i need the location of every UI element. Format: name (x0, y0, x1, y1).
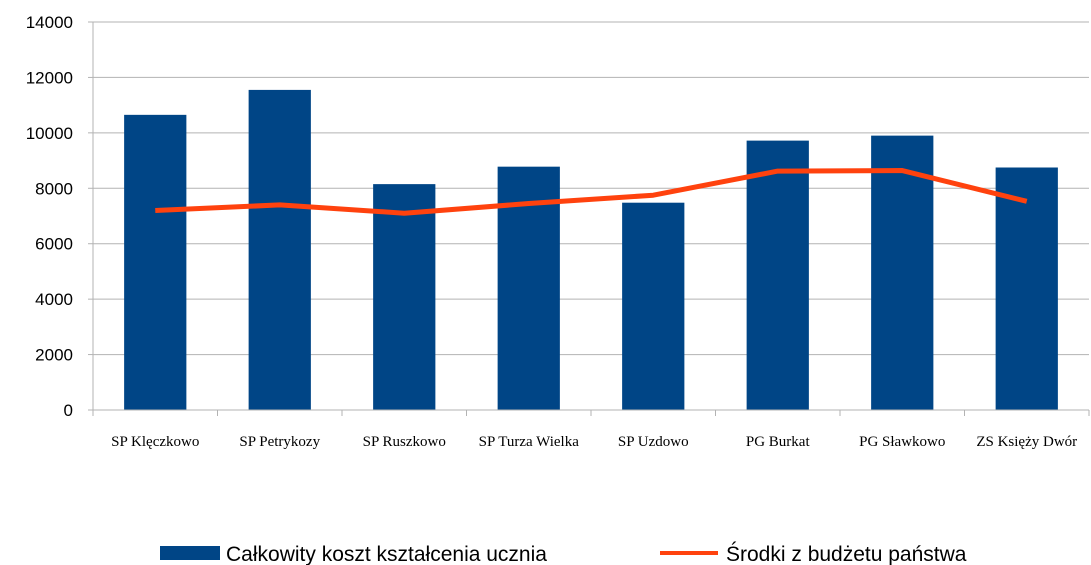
y-tick-label: 2000 (35, 346, 73, 365)
x-tick-label: ZS Księży Dwór (976, 434, 1077, 450)
bar (622, 202, 685, 410)
y-tick-label: 4000 (35, 290, 73, 309)
y-tick-label: 0 (64, 401, 73, 420)
bar (746, 140, 809, 411)
x-tick-label: SP Ruszkowo (363, 434, 446, 450)
x-axis-ticks: SP Klęczkowo SP Petrykozy SP Ruszkowo SP Tu… (111, 434, 1077, 450)
y-tick-label: 12000 (26, 68, 73, 87)
x-tick-label: PG Sławkowo (859, 434, 945, 450)
gridlines (93, 21, 1089, 356)
bar-series (124, 89, 1058, 411)
legend: Całkowity koszt kształcenia ucznia Środk… (160, 542, 967, 565)
x-tick-label: SP Turza Wielka (479, 434, 580, 450)
legend-label-bar: Całkowity koszt kształcenia ucznia (226, 543, 547, 565)
bar (995, 167, 1058, 410)
x-tick-label: SP Uzdowo (618, 434, 689, 450)
legend-label-line: Środki z budżetu państwa (726, 542, 967, 565)
line-series (155, 168, 1028, 216)
bar (124, 114, 187, 410)
bar (871, 135, 934, 410)
x-tick-label: PG Burkat (746, 434, 811, 450)
y-tick-label: 14000 (26, 13, 73, 32)
y-tick-label: 8000 (35, 179, 73, 198)
x-tick-label: SP Petrykozy (239, 434, 320, 450)
x-tick-label: SP Klęczkowo (111, 434, 199, 450)
y-axis-ticks: 0 2000 4000 6000 8000 10000 12000 14000 (26, 13, 93, 420)
y-tick-label: 10000 (26, 124, 73, 143)
bar (248, 89, 311, 411)
legend-swatch-bar (160, 546, 220, 560)
line-series-path (155, 168, 1028, 216)
bar (373, 184, 436, 410)
axes (92, 22, 1090, 416)
y-tick-label: 6000 (35, 235, 73, 254)
